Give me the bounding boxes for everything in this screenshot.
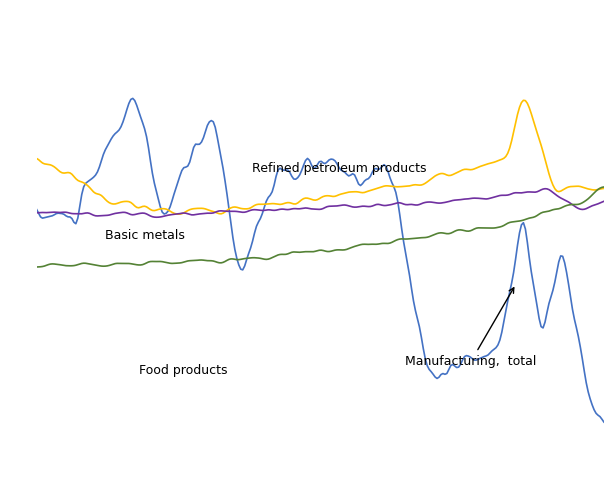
Text: Refined petroleum products: Refined petroleum products — [252, 162, 426, 175]
Text: Basic metals: Basic metals — [105, 229, 185, 242]
Text: Manufacturing,  total: Manufacturing, total — [406, 288, 537, 368]
Text: Food products: Food products — [138, 364, 227, 377]
